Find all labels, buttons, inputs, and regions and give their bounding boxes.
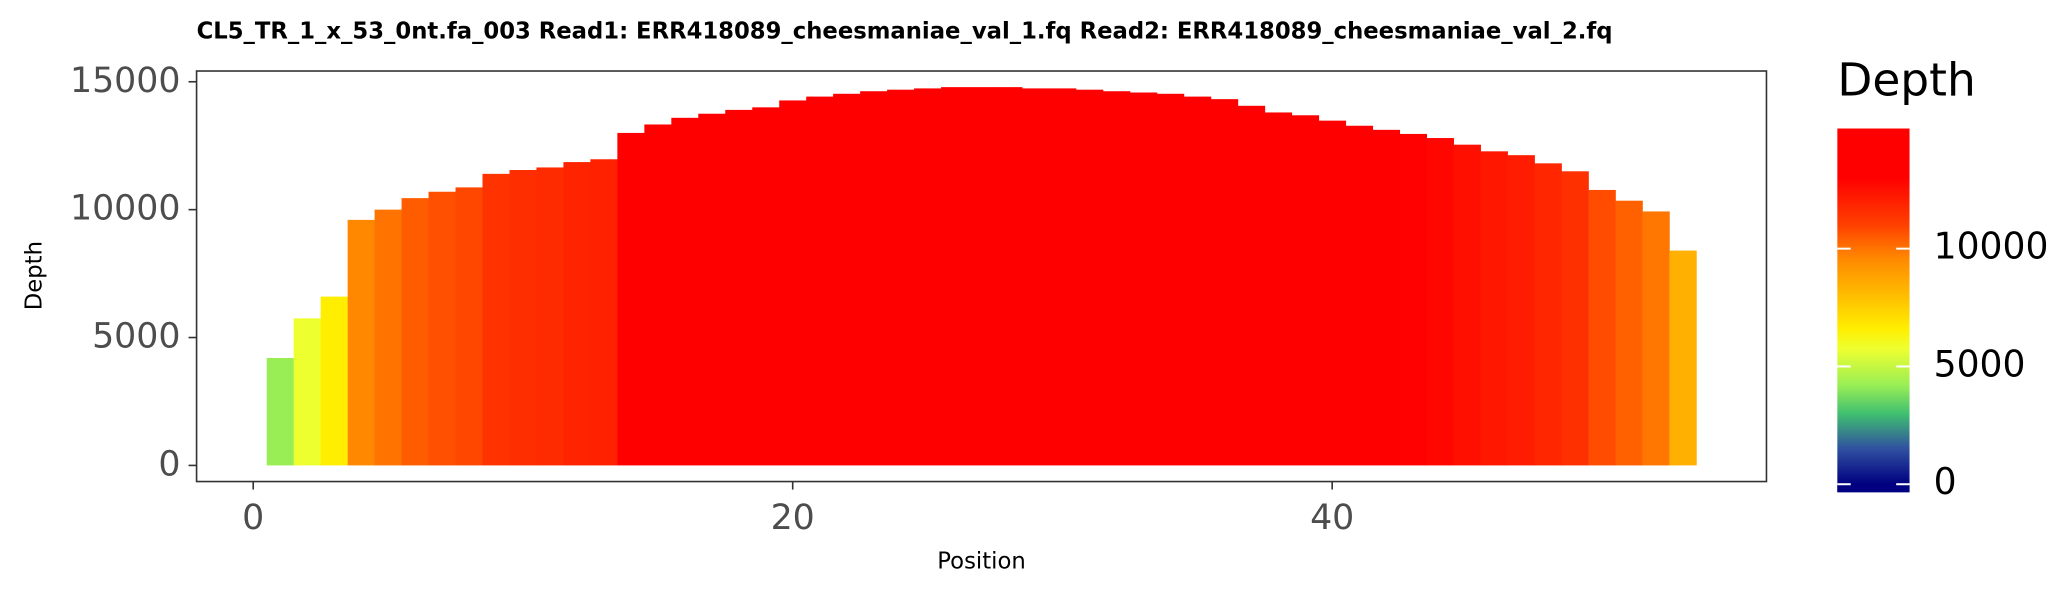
bar — [833, 93, 861, 466]
bar — [1669, 250, 1697, 466]
bar — [752, 107, 780, 466]
bar — [1102, 91, 1131, 466]
bar — [1021, 88, 1050, 466]
bar — [1318, 120, 1347, 466]
colorbar-tick-label: 10000 — [1934, 225, 2049, 268]
y-tick-label: 5000 — [92, 317, 180, 357]
bar — [266, 358, 295, 466]
y-tick-label: 10000 — [70, 189, 181, 229]
bar — [698, 113, 726, 466]
bar — [1453, 144, 1481, 466]
bar — [1237, 105, 1266, 466]
bar — [1588, 189, 1616, 466]
colorbar-tick-label: 5000 — [1934, 342, 2026, 385]
bar — [1372, 129, 1401, 466]
bar — [455, 187, 483, 466]
colorbar — [1837, 128, 1910, 493]
chart-title: CL5_TR_1_x_53_0nt.fa_003 Read1: ERR41808… — [197, 19, 1613, 45]
bar — [428, 191, 456, 466]
bar — [617, 132, 645, 466]
plot-border — [195, 70, 1768, 483]
bar — [860, 91, 888, 466]
bar — [320, 296, 349, 466]
bar — [887, 89, 915, 466]
bar — [482, 173, 510, 466]
x-tick-label: 20 — [771, 498, 815, 538]
bar — [1210, 99, 1239, 466]
bar — [995, 87, 1023, 466]
bar — [779, 100, 807, 466]
bar — [536, 167, 564, 466]
bar — [1561, 171, 1589, 466]
x-tick-label: 40 — [1310, 498, 1354, 538]
bar — [293, 318, 322, 466]
bar — [374, 209, 402, 466]
bar — [1426, 138, 1454, 466]
bar — [401, 198, 429, 466]
bar — [671, 117, 699, 466]
bar — [968, 87, 996, 466]
bar — [1345, 125, 1374, 466]
bar — [509, 170, 537, 466]
x-tick-label: 0 — [242, 498, 264, 538]
bar — [914, 88, 942, 466]
bar — [644, 124, 672, 466]
colorbar-tick-label: 0 — [1934, 460, 1957, 503]
bar — [941, 87, 969, 466]
bar — [590, 159, 618, 466]
bar — [1156, 93, 1185, 466]
y-tick-label: 15000 — [70, 61, 181, 101]
legend-title: Depth — [1837, 54, 1975, 107]
bar — [1507, 155, 1535, 466]
bar — [1480, 151, 1508, 466]
bar — [1183, 96, 1212, 466]
bar — [347, 219, 376, 466]
bar — [1534, 163, 1562, 466]
bar — [563, 162, 591, 466]
y-tick-label: 0 — [158, 444, 180, 484]
bar — [1129, 92, 1158, 466]
bar — [1291, 115, 1320, 466]
bar — [1048, 88, 1077, 466]
bar — [1399, 133, 1427, 466]
bar — [1642, 211, 1670, 466]
bar — [1264, 112, 1293, 466]
bar — [1615, 200, 1643, 466]
bar — [725, 109, 753, 466]
bar — [806, 96, 834, 466]
y-axis-label: Depth — [21, 241, 47, 310]
bar — [1075, 89, 1104, 466]
x-axis-label: Position — [937, 548, 1025, 574]
